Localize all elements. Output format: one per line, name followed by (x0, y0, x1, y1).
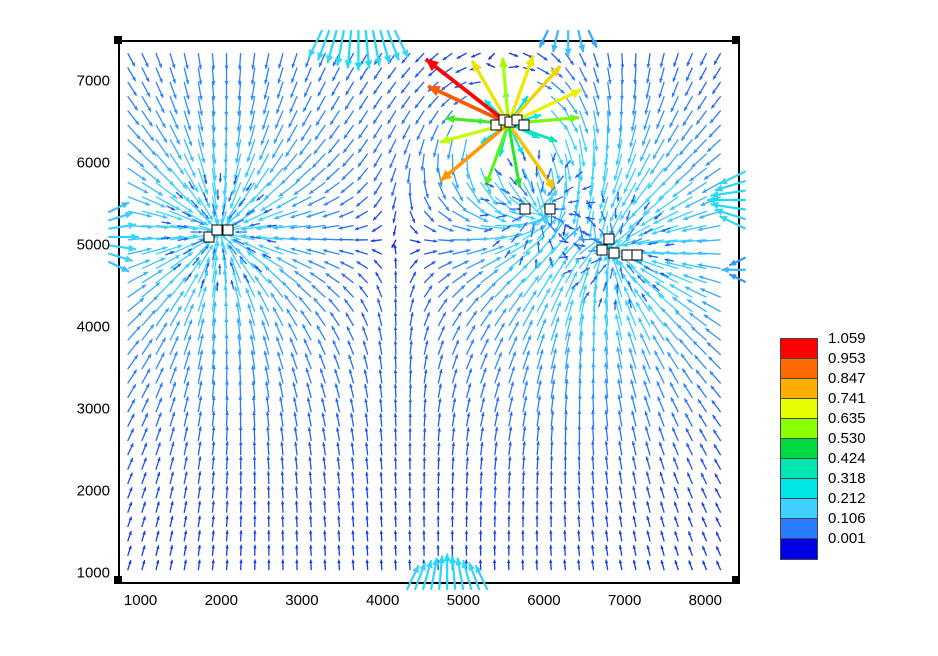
well-marker (597, 245, 608, 256)
corner-marker (732, 36, 740, 44)
x-tick-label: 7000 (608, 592, 641, 609)
legend-label: 0.106 (828, 510, 866, 527)
legend-swatch (780, 458, 818, 480)
legend-label: 0.530 (828, 430, 866, 447)
x-tick-label: 3000 (285, 592, 318, 609)
legend-label: 0.001 (828, 530, 866, 547)
y-tick-label: 3000 (66, 401, 110, 418)
y-tick-label: 4000 (66, 319, 110, 336)
legend-swatch (780, 418, 818, 440)
x-tick-label: 4000 (366, 592, 399, 609)
x-tick-label: 2000 (205, 592, 238, 609)
legend-swatch (780, 478, 818, 500)
legend-swatch (780, 338, 818, 360)
x-tick-label: 5000 (447, 592, 480, 609)
legend-label: 0.847 (828, 370, 866, 387)
corner-marker (114, 36, 122, 44)
legend-label: 0.741 (828, 390, 866, 407)
well-marker (609, 248, 620, 259)
y-tick-label: 5000 (66, 237, 110, 254)
legend-label: 1.059 (828, 330, 866, 347)
x-tick-label: 1000 (124, 592, 157, 609)
legend-label: 0.318 (828, 470, 866, 487)
legend-label: 0.635 (828, 410, 866, 427)
corner-marker (114, 576, 122, 584)
x-tick-label: 8000 (689, 592, 722, 609)
chart-container: 1000 2000 3000 4000 5000 6000 7000 8000 1000 200… (0, 0, 938, 656)
well-marker (212, 224, 223, 235)
x-tick-label: 6000 (527, 592, 560, 609)
legend-swatch (780, 438, 818, 460)
well-marker (603, 233, 614, 244)
y-tick-label: 2000 (66, 483, 110, 500)
legend-swatch (780, 358, 818, 380)
well-marker (222, 224, 233, 235)
well-marker (631, 250, 642, 261)
legend-swatch (780, 538, 818, 560)
well-marker (544, 204, 555, 215)
legend-swatch (780, 518, 818, 540)
legend-swatch (780, 378, 818, 400)
legend-label: 0.424 (828, 450, 866, 467)
legend-label: 0.212 (828, 490, 866, 507)
corner-marker (732, 576, 740, 584)
legend-swatch (780, 398, 818, 420)
legend-label: 0.953 (828, 350, 866, 367)
y-tick-label: 6000 (66, 155, 110, 172)
well-marker (519, 204, 530, 215)
plot-area (118, 40, 740, 584)
well-marker (518, 120, 529, 131)
y-tick-label: 7000 (66, 73, 110, 90)
y-tick-label: 1000 (66, 565, 110, 582)
legend-swatch (780, 498, 818, 520)
